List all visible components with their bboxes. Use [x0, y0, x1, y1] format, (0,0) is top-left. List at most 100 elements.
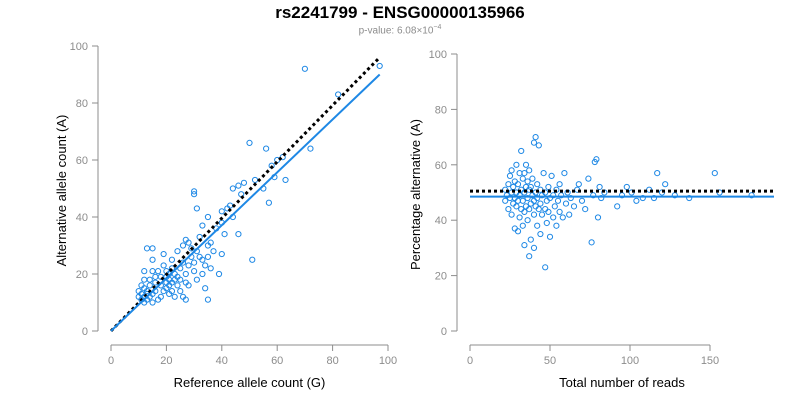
data-point [534, 181, 541, 188]
data-point [650, 194, 658, 202]
x-tick-label: 60 [271, 355, 283, 367]
data-point [191, 268, 198, 275]
data-point [218, 250, 225, 258]
data-point [301, 65, 308, 72]
data-point [527, 236, 534, 243]
data-point [168, 256, 176, 263]
data-point [215, 270, 223, 278]
y-axis-label: Alternative allele count (A) [54, 115, 69, 267]
data-point [202, 285, 209, 292]
y-tick-label: 0 [82, 326, 88, 338]
data-point [567, 194, 574, 202]
data-point [558, 192, 565, 199]
data-point [177, 288, 184, 295]
data-point [530, 139, 538, 146]
data-point [307, 145, 314, 152]
data-point [550, 214, 557, 221]
data-point [559, 214, 566, 221]
y-tick-label: 100 [70, 41, 88, 53]
data-point [218, 208, 225, 215]
data-point [566, 211, 573, 218]
data-point [193, 205, 200, 212]
data-point [524, 217, 531, 224]
data-point [282, 176, 289, 184]
data-point [530, 244, 538, 251]
data-point [513, 161, 520, 168]
data-point [662, 181, 669, 188]
data-point [545, 208, 552, 215]
x-tick-label: 0 [467, 355, 473, 367]
data-point [553, 222, 560, 229]
data-point [141, 268, 148, 275]
data-point [199, 270, 206, 278]
expected-ratio-line [109, 56, 381, 333]
chart-title: rs2241799 - ENSG00000135966 [275, 3, 525, 22]
data-point [251, 176, 259, 184]
data-point [207, 265, 214, 272]
data-point [516, 192, 523, 199]
data-point [202, 262, 209, 269]
data-point [537, 200, 544, 207]
data-point [171, 293, 178, 300]
y-axis-label: Percentage alternative (A) [408, 119, 423, 270]
data-point [514, 181, 522, 188]
data-point [246, 139, 253, 146]
data-point [593, 156, 600, 163]
data-point [179, 259, 187, 266]
data-point [542, 264, 549, 271]
data-point [174, 282, 181, 289]
data-point [562, 200, 570, 207]
data-point [540, 170, 547, 177]
data-point [160, 262, 167, 269]
data-point [546, 233, 554, 240]
data-point [623, 183, 630, 191]
x-tick-label: 20 [160, 355, 172, 367]
data-point [152, 273, 159, 280]
data-point [263, 145, 270, 152]
data-point [534, 222, 541, 229]
data-point [537, 230, 544, 238]
data-point [510, 183, 517, 191]
data-point [614, 203, 621, 210]
chart-subtitle: p-value: 6.08×10−4 [0, 24, 800, 36]
data-point [551, 203, 558, 210]
data-point [207, 239, 214, 246]
data-point [149, 268, 156, 275]
data-point [204, 253, 212, 260]
data-point [249, 256, 256, 263]
data-point [519, 175, 526, 182]
data-point [556, 181, 563, 188]
data-point [508, 211, 515, 218]
data-point [141, 276, 148, 283]
data-point [538, 211, 546, 218]
data-point [185, 282, 192, 289]
data-point [530, 211, 538, 218]
data-point [582, 206, 589, 213]
data-point [516, 214, 523, 221]
data-point [590, 192, 597, 199]
data-point [210, 248, 217, 255]
data-point [561, 170, 568, 177]
x-tick-label: 100 [379, 355, 397, 367]
data-point [177, 276, 184, 283]
data-point [174, 248, 181, 255]
data-point [505, 206, 512, 213]
data-point [149, 256, 156, 263]
data-point [554, 197, 562, 204]
y-tick-label: 80 [435, 104, 447, 116]
y-tick-label: 20 [435, 271, 447, 283]
data-point [588, 239, 595, 246]
data-point [578, 197, 586, 204]
data-point [535, 206, 542, 213]
data-point [235, 231, 242, 238]
data-point [526, 167, 533, 174]
data-point [502, 197, 509, 204]
x-axis-label: Reference allele count (G) [174, 375, 326, 390]
data-point [534, 194, 541, 202]
data-point [160, 250, 167, 258]
x-tick-label: 40 [216, 355, 228, 367]
data-point [154, 268, 162, 275]
x-tick-label: 100 [621, 355, 639, 367]
data-point [521, 208, 528, 215]
